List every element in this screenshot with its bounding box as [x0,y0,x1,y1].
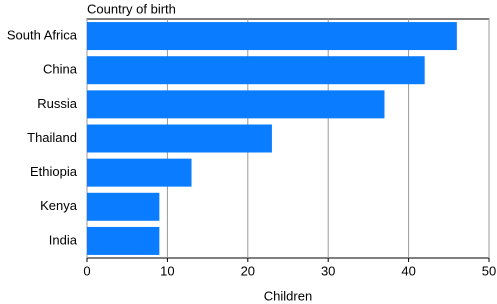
bar [87,56,425,85]
bar [87,158,192,187]
y-tick-label: Russia [37,96,78,111]
x-tick-label: 0 [83,263,90,278]
bar [87,192,160,221]
x-tick-label: 30 [321,263,335,278]
bar [87,90,385,119]
y-tick-label: Thailand [27,130,77,145]
y-tick-label: South Africa [7,28,78,43]
y-tick-label: Kenya [40,198,78,213]
x-tick-label: 40 [401,263,415,278]
x-tick-label: 20 [241,263,255,278]
y-axis-title: Country of birth [87,1,176,16]
x-axis-title: Children [264,288,312,303]
y-tick-label: India [49,232,78,247]
bar [87,226,160,255]
x-tick-label: 10 [160,263,174,278]
x-tick-label: 50 [482,263,496,278]
bar [87,22,457,51]
y-tick-label: Ethiopia [30,164,78,179]
y-tick-label: China [43,62,78,77]
bar [87,124,272,153]
